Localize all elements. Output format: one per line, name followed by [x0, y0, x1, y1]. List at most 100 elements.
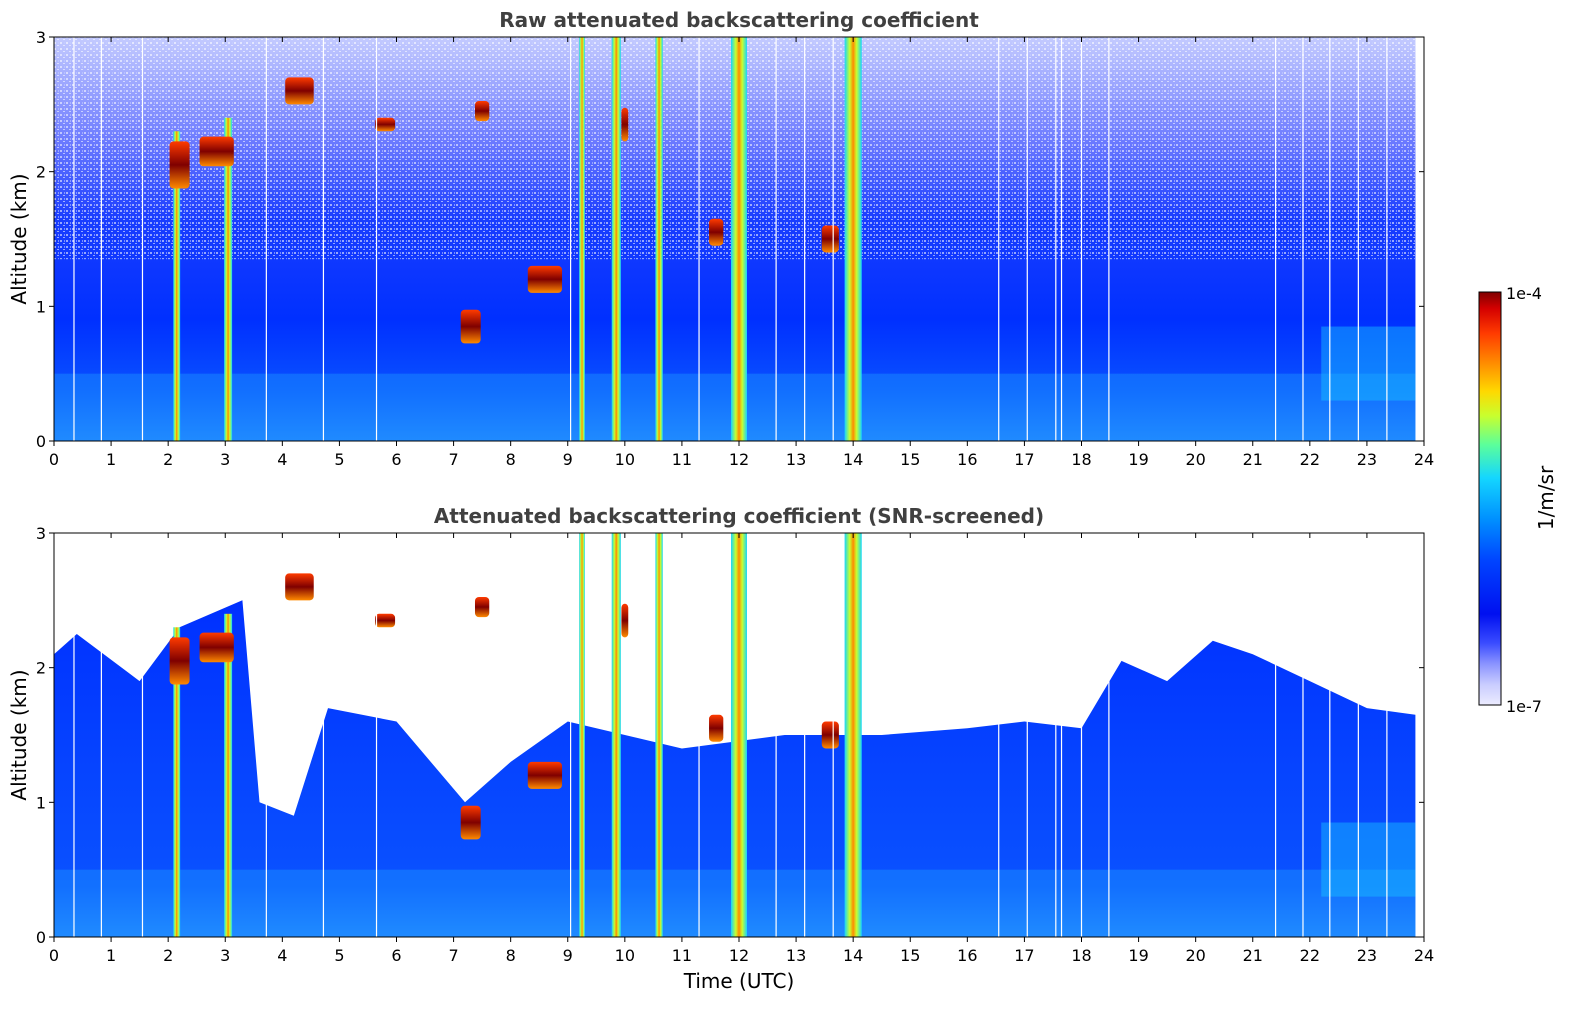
x-tick-label: 10	[615, 946, 635, 965]
x-tick-label: 13	[786, 450, 806, 469]
x-tick-label: 5	[334, 450, 344, 469]
x-tick-label: 14	[843, 946, 863, 965]
y-tick-label: 2	[36, 659, 46, 678]
x-tick-label: 9	[563, 946, 573, 965]
x-tick-label: 20	[1185, 450, 1205, 469]
x-tick-label: 14	[843, 450, 863, 469]
colorbar-max-label: 1e-4	[1506, 284, 1542, 303]
x-tick-label: 4	[277, 946, 287, 965]
cloud-patch	[621, 603, 629, 638]
heatmap-area	[54, 533, 1416, 937]
cloud-column	[224, 117, 233, 442]
x-tick-label: 8	[506, 450, 516, 469]
x-tick-label: 19	[1128, 450, 1148, 469]
x-tick-label: 13	[786, 946, 806, 965]
x-tick-label: 22	[1300, 946, 1320, 965]
raw-backscatter-panel: Raw attenuated backscattering coefficien…	[7, 8, 1434, 469]
x-tick-label: 12	[729, 946, 749, 965]
cloud-column	[731, 533, 747, 937]
x-tick-label: 12	[729, 450, 749, 469]
x-tick-label: 8	[506, 946, 516, 965]
x-tick-label: 23	[1357, 946, 1377, 965]
cloud-column	[844, 533, 862, 937]
x-tick-label: 20	[1185, 946, 1205, 965]
y-tick-label: 2	[36, 163, 46, 182]
y-tick-label: 0	[36, 928, 46, 947]
x-axis-label: Time (UTC)	[683, 969, 795, 993]
cloud-patch	[821, 225, 839, 253]
cloud-column	[173, 627, 181, 937]
colorbar-min-label: 1e-7	[1506, 697, 1542, 716]
cloud-column	[611, 533, 621, 937]
x-tick-label: 7	[448, 946, 458, 965]
cloud-patch	[527, 761, 563, 789]
x-tick-label: 11	[672, 946, 692, 965]
x-tick-label: 16	[957, 946, 977, 965]
cloud-patch	[169, 637, 190, 685]
cloud-patch	[375, 613, 396, 628]
colorbar-gradient	[1478, 291, 1502, 706]
cloud-patch	[527, 265, 563, 293]
boundary-layer	[1321, 822, 1416, 897]
x-tick-label: 2	[163, 450, 173, 469]
cloud-patch	[199, 136, 234, 167]
cloud-patch	[621, 107, 629, 142]
x-tick-label: 5	[334, 946, 344, 965]
cloud-patch	[169, 141, 190, 189]
y-tick-label: 1	[36, 793, 46, 812]
x-tick-label: 17	[1014, 450, 1034, 469]
cloud-patch	[821, 721, 839, 749]
cloud-column	[731, 37, 747, 441]
x-tick-label: 23	[1357, 450, 1377, 469]
y-axis-label: Altitude (km)	[7, 173, 31, 304]
x-tick-label: 19	[1128, 946, 1148, 965]
cloud-column	[655, 533, 663, 937]
colorbar: 1e-4 1e-7 1/m/sr	[1478, 284, 1558, 716]
x-tick-label: 17	[1014, 946, 1034, 965]
x-tick-label: 1	[106, 450, 116, 469]
x-tick-label: 16	[957, 450, 977, 469]
x-tick-label: 18	[1071, 946, 1091, 965]
x-axis: 0 1 2 3 4 5 6 7 8 9 10 11 12 13 14 15 16 17 18 19 20 21 22 23 24	[49, 37, 1434, 469]
x-tick-label: 18	[1071, 450, 1091, 469]
y-axis: 0 1 2 3	[36, 524, 1424, 947]
cloud-patch	[199, 632, 234, 663]
x-tick-label: 9	[563, 450, 573, 469]
cloud-column	[173, 131, 181, 441]
boundary-layer	[1321, 326, 1416, 401]
cloud-patch	[709, 218, 724, 246]
y-tick-label: 3	[36, 524, 46, 543]
x-tick-label: 15	[900, 946, 920, 965]
panel-title: Attenuated backscattering coefficient (S…	[434, 504, 1044, 528]
x-tick-label: 10	[615, 450, 635, 469]
colorbar-unit-label: 1/m/sr	[1534, 465, 1558, 530]
heatmap-area	[54, 37, 1416, 442]
x-tick-label: 1	[106, 946, 116, 965]
cloud-patch	[460, 309, 481, 344]
cloud-patch	[285, 77, 314, 105]
cloud-patch	[285, 573, 314, 601]
cloud-column	[844, 37, 862, 441]
x-tick-label: 22	[1300, 450, 1320, 469]
y-tick-label: 3	[36, 28, 46, 47]
y-axis-label: Altitude (km)	[7, 669, 31, 800]
y-axis: 0 1 2 3	[36, 28, 1424, 451]
cloud-patch	[474, 100, 490, 122]
x-tick-label: 6	[391, 946, 401, 965]
cloud-column	[579, 533, 585, 937]
x-tick-label: 3	[220, 946, 230, 965]
x-tick-label: 24	[1414, 946, 1434, 965]
x-tick-label: 11	[672, 450, 692, 469]
x-tick-label: 2	[163, 946, 173, 965]
x-tick-label: 15	[900, 450, 920, 469]
cloud-column	[579, 37, 585, 441]
x-tick-label: 21	[1243, 946, 1263, 965]
x-tick-label: 4	[277, 450, 287, 469]
x-tick-label: 0	[49, 946, 59, 965]
cloud-patch	[474, 596, 490, 618]
x-tick-label: 7	[448, 450, 458, 469]
cloud-column	[611, 37, 621, 441]
panel-title: Raw attenuated backscattering coefficien…	[499, 8, 979, 32]
cloud-column	[655, 37, 663, 441]
